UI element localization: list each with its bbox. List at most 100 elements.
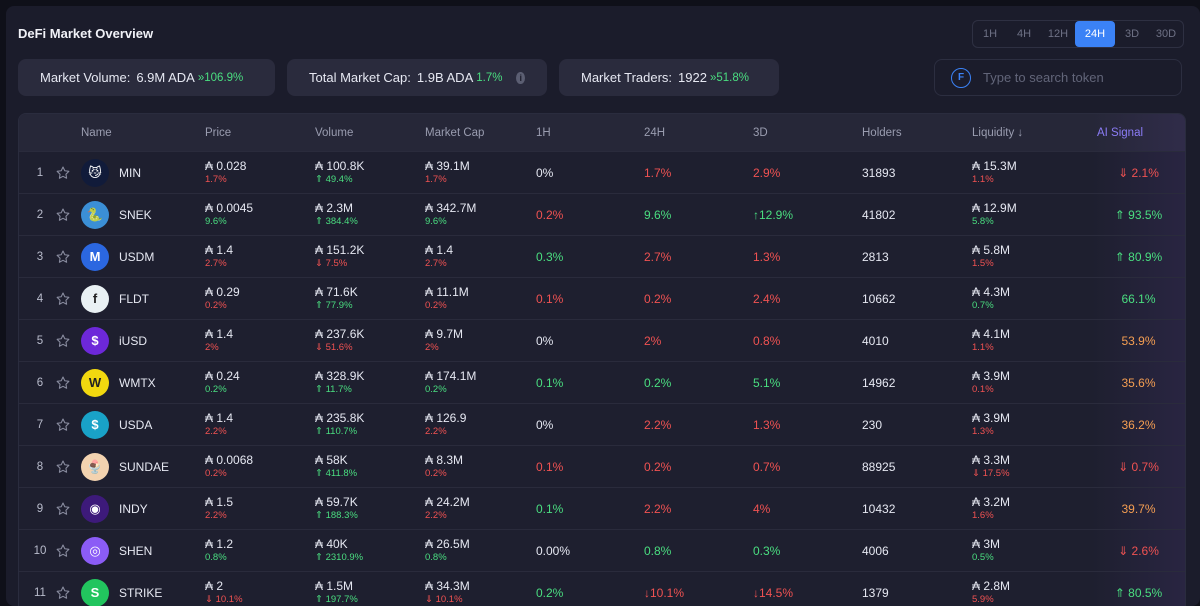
col-3d[interactable]: 3D bbox=[753, 127, 768, 139]
liquidity-value: ₳ 12.9M bbox=[972, 201, 1017, 215]
change-3d: 4% bbox=[753, 502, 770, 516]
market-cap-change: 9.6% bbox=[425, 215, 476, 229]
timeframe-12h[interactable]: 12H bbox=[1041, 21, 1075, 47]
token-name[interactable]: SUNDAE bbox=[119, 460, 169, 474]
star-icon[interactable] bbox=[55, 207, 71, 223]
star-icon[interactable] bbox=[55, 459, 71, 475]
row-rank: 4 bbox=[31, 293, 49, 305]
col-market-cap[interactable]: Market Cap bbox=[425, 127, 484, 139]
timeframe-1h[interactable]: 1H bbox=[973, 21, 1007, 47]
token-name[interactable]: SNEK bbox=[119, 208, 152, 222]
col-price[interactable]: Price bbox=[205, 127, 231, 139]
market-cap-change: 0.8% bbox=[425, 551, 470, 565]
star-icon[interactable] bbox=[55, 375, 71, 391]
col-volume[interactable]: Volume bbox=[315, 127, 353, 139]
token-name[interactable]: iUSD bbox=[119, 334, 147, 348]
volume: ₳ 59.7K⇑ 188.3% bbox=[315, 495, 358, 523]
market-cap-card: Total Market Cap: 1.9B ADA 1.7% i bbox=[287, 59, 547, 96]
star-icon[interactable] bbox=[55, 417, 71, 433]
col-ai-signal[interactable]: AI Signal bbox=[1097, 127, 1143, 139]
volume: ₳ 328.9K⇑ 11.7% bbox=[315, 369, 364, 397]
star-icon[interactable] bbox=[55, 501, 71, 517]
token-name[interactable]: USDA bbox=[119, 418, 152, 432]
market-cap-value: ₳ 34.3M bbox=[425, 579, 470, 593]
col-liquidity[interactable]: Liquidity ↓ bbox=[972, 127, 1023, 139]
star-icon[interactable] bbox=[55, 585, 71, 601]
row-rank: 5 bbox=[31, 335, 49, 347]
liquidity-change: 1.1% bbox=[972, 341, 1010, 355]
change-24h: 2.2% bbox=[644, 418, 671, 432]
liquidity-change: 1.5% bbox=[972, 257, 1010, 271]
price-value: ₳ 1.5 bbox=[205, 495, 233, 509]
liquidity-value: ₳ 3.9M bbox=[972, 369, 1010, 383]
volume: ₳ 237.6K⇓ 51.6% bbox=[315, 327, 364, 355]
timeframe-30d[interactable]: 30D bbox=[1149, 21, 1183, 47]
star-icon[interactable] bbox=[55, 249, 71, 265]
col-holders[interactable]: Holders bbox=[862, 127, 902, 139]
price: ₳ 2⇓ 10.1% bbox=[205, 579, 243, 606]
token-name[interactable]: WMTX bbox=[119, 376, 156, 390]
change-3d: 5.1% bbox=[753, 376, 780, 390]
timeframe-24h[interactable]: 24H bbox=[1075, 21, 1115, 47]
token-name[interactable]: STRIKE bbox=[119, 586, 162, 600]
liquidity-value: ₳ 3.3M bbox=[972, 453, 1010, 467]
token-table: Name Price Volume Market Cap 1H 24H 3D H… bbox=[18, 113, 1186, 606]
liquidity-value: ₳ 15.3M bbox=[972, 159, 1017, 173]
star-icon[interactable] bbox=[55, 543, 71, 559]
search-box[interactable]: F bbox=[934, 59, 1182, 96]
row-rank: 10 bbox=[31, 545, 49, 557]
market-cap-change: 2.2% bbox=[425, 425, 466, 439]
token-name[interactable]: MIN bbox=[119, 166, 141, 180]
col-name[interactable]: Name bbox=[81, 127, 112, 139]
price-change: 0.2% bbox=[205, 467, 253, 481]
token-name[interactable]: INDY bbox=[119, 502, 148, 516]
price-value: ₳ 0.0068 bbox=[205, 453, 253, 467]
token-name[interactable]: SHEN bbox=[119, 544, 152, 558]
timeframe-4h[interactable]: 4H bbox=[1007, 21, 1041, 47]
market-cap-change: 1.7% bbox=[425, 173, 470, 187]
star-icon[interactable] bbox=[55, 291, 71, 307]
change-1h: 0.1% bbox=[536, 502, 563, 516]
liquidity: ₳ 3.3M⇓ 17.5% bbox=[972, 453, 1010, 481]
change-1h: 0.2% bbox=[536, 586, 563, 600]
change-1h: 0.1% bbox=[536, 292, 563, 306]
col-1h[interactable]: 1H bbox=[536, 127, 551, 139]
change-24h: 9.6% bbox=[644, 208, 671, 222]
star-icon[interactable] bbox=[55, 165, 71, 181]
ai-signal: ⇑ 80.9% bbox=[1092, 236, 1185, 277]
timeframe-3d[interactable]: 3D bbox=[1115, 21, 1149, 47]
col-24h[interactable]: 24H bbox=[644, 127, 665, 139]
price-value: ₳ 1.2 bbox=[205, 537, 233, 551]
change-3d: 1.3% bbox=[753, 250, 780, 264]
info-icon[interactable]: i bbox=[516, 72, 525, 84]
price-change: 1.7% bbox=[205, 173, 246, 187]
star-icon[interactable] bbox=[55, 333, 71, 349]
liquidity-change: 1.1% bbox=[972, 173, 1017, 187]
price-value: ₳ 1.4 bbox=[205, 327, 233, 341]
token-name[interactable]: FLDT bbox=[119, 292, 149, 306]
volume-change: ⇓ 51.6% bbox=[315, 341, 364, 355]
search-input[interactable] bbox=[981, 69, 1175, 86]
token-name[interactable]: USDM bbox=[119, 250, 154, 264]
holders: 10432 bbox=[862, 502, 895, 516]
row-rank: 3 bbox=[31, 251, 49, 263]
market-cap-value: ₳ 11.1M bbox=[425, 285, 469, 299]
